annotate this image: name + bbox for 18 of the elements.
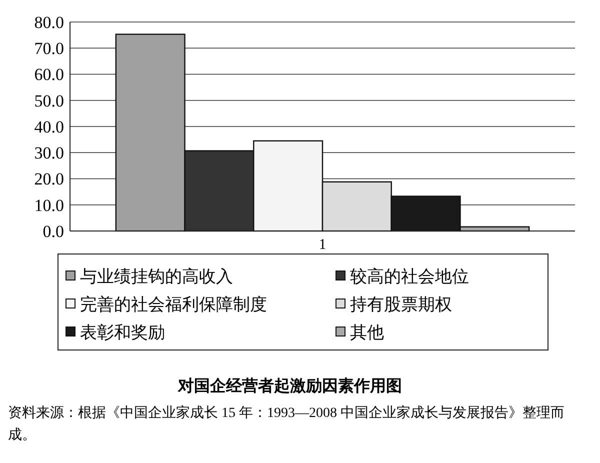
y-tick-label: 20.0 — [34, 170, 64, 189]
y-tick-label: 0.0 — [42, 222, 64, 241]
y-tick-label: 60.0 — [34, 65, 64, 84]
y-tick-label: 70.0 — [34, 39, 64, 58]
y-tick-label: 10.0 — [34, 196, 64, 215]
legend-label: 其他 — [350, 322, 384, 342]
legend-label: 持有股票期权 — [350, 294, 452, 314]
x-tick-label: 1 — [318, 237, 326, 253]
text: 资料来源：根据《中国企业家成长 15 年：1993—2008 中国企业家成长与发展报告》整理而成。 — [8, 405, 564, 443]
text: 对国企经营者起激励因素作用图 — [177, 376, 402, 395]
legend-label: 完善的社会福利保障制度 — [80, 294, 267, 314]
legend-label: 较高的社会地位 — [350, 266, 469, 286]
y-tick-label: 50.0 — [34, 91, 64, 110]
legend-label: 表彰和奖励 — [80, 322, 165, 342]
y-tick-label: 30.0 — [34, 144, 64, 163]
legend-label: 与业绩挂钩的高收入 — [80, 266, 233, 286]
y-tick-label: 40.0 — [34, 117, 64, 136]
y-tick-label: 80.0 — [34, 12, 64, 32]
